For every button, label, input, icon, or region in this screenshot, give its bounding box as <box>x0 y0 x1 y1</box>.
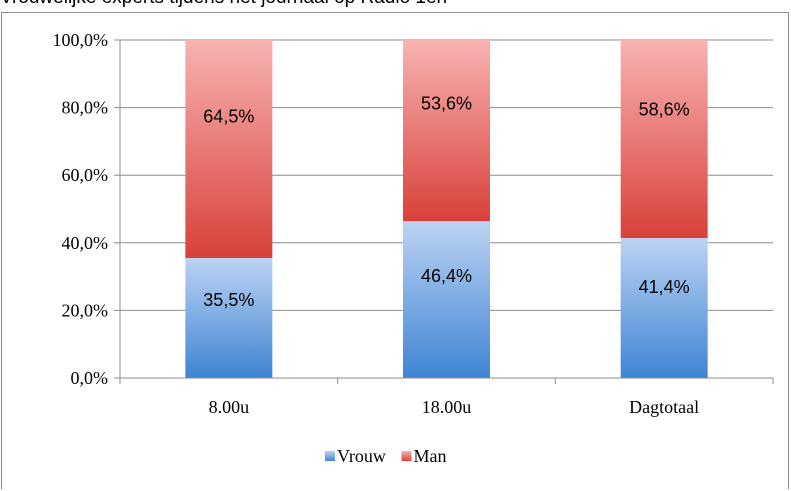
legend-swatch-vrouw <box>325 451 335 461</box>
data-label-man: 58,6% <box>639 99 690 119</box>
bar-vrouw-1 <box>185 258 273 378</box>
data-label-man: 64,5% <box>203 106 254 126</box>
page-title: Vrouwelijke experts tijdens het journaal… <box>0 0 447 9</box>
axes: 0,0% 20,0% 40,0% 60,0% 80,0% 100,0% 8.00u 18.00… <box>53 30 774 417</box>
y-tick-label: 40,0% <box>62 233 109 253</box>
bar-vrouw-2 <box>403 221 490 378</box>
data-label-vrouw: 41,4% <box>639 277 690 297</box>
x-category-label: 8.00u <box>209 397 250 417</box>
data-labels: 35,5% 64,5% 46,4% 53,6% 41,4% 58,6% <box>203 93 689 310</box>
y-tick-label: 80,0% <box>62 98 109 118</box>
data-label-vrouw: 46,4% <box>421 266 472 286</box>
chart-frame <box>1 12 789 489</box>
bar-man-1 <box>185 40 273 259</box>
y-tick-label: 60,0% <box>62 165 109 185</box>
bar-man-2 <box>403 40 490 222</box>
bar-man-3 <box>620 40 708 239</box>
legend-label-man: Man <box>414 446 447 466</box>
legend-label-vrouw: Vrouw <box>337 446 386 466</box>
bar-vrouw-3 <box>620 238 708 378</box>
y-tick-label: 100,0% <box>53 30 109 50</box>
data-label-man: 53,6% <box>421 93 472 113</box>
legend-swatch-man <box>401 451 412 461</box>
y-tick-label: 20,0% <box>62 300 109 320</box>
data-label-vrouw: 35,5% <box>203 290 254 310</box>
bars <box>185 40 708 378</box>
y-tick-label: 0,0% <box>71 368 109 388</box>
x-category-label: 18.00u <box>422 397 472 417</box>
x-category-label: Dagtotaal <box>629 397 699 417</box>
legend: Vrouw Man <box>325 446 447 466</box>
